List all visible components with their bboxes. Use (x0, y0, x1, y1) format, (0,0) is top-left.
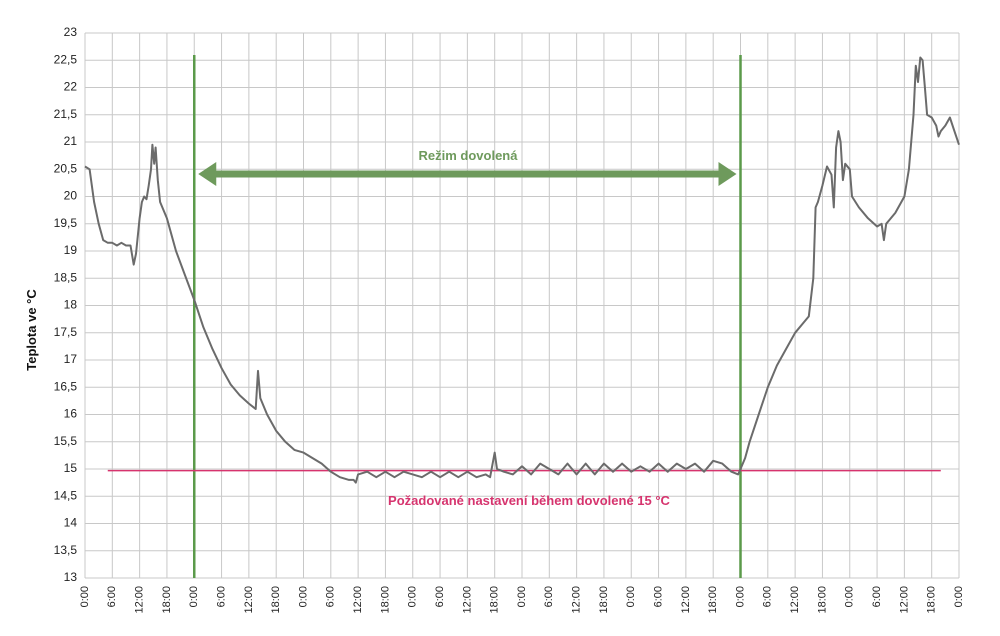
x-tick-label: 18:00 (816, 586, 828, 614)
x-tick-label: 12:00 (461, 586, 473, 614)
x-tick-label: 6:00 (653, 586, 665, 607)
y-tick-label: 17,5 (54, 325, 78, 339)
x-tick-label: 0:00 (407, 586, 419, 607)
y-tick-label: 13,5 (54, 543, 78, 557)
x-tick-label: 18:00 (379, 586, 391, 614)
vacation-arrow-layer (198, 162, 737, 186)
vacation-mode-label: Režim dovolená (419, 148, 519, 163)
y-axis-ticks: 13 13,5 14 14,5 15 15,5 16 16,5 17 17,5 18 18,5 19 19… (54, 25, 78, 584)
y-tick-label: 16 (64, 407, 78, 421)
x-tick-label: 12:00 (898, 586, 910, 614)
x-tick-label: 18:00 (598, 586, 610, 614)
y-tick-label: 23 (64, 25, 78, 39)
x-tick-label: 12:00 (243, 586, 255, 614)
x-tick-label: 6:00 (434, 586, 446, 607)
x-tick-label: 0:00 (953, 586, 965, 607)
x-tick-label: 18:00 (926, 586, 938, 614)
x-axis-ticks: 0:00 6:00 12:00 18:00 0:00 6:00 12:00 18:00 0:00… (79, 586, 965, 614)
x-tick-label: 12:00 (680, 586, 692, 614)
x-tick-label: 12:00 (789, 586, 801, 614)
x-tick-label: 6:00 (106, 586, 118, 607)
y-tick-label: 18,5 (54, 270, 78, 284)
y-tick-label: 21,5 (54, 107, 78, 121)
x-tick-label: 0:00 (297, 586, 309, 607)
x-tick-label: 0:00 (844, 586, 856, 607)
x-tick-label: 6:00 (871, 586, 883, 607)
y-tick-label: 15 (64, 461, 78, 475)
x-tick-label: 0:00 (625, 586, 637, 607)
x-tick-label: 12:00 (571, 586, 583, 614)
y-tick-label: 20 (64, 189, 78, 203)
x-tick-label: 18:00 (270, 586, 282, 614)
vacation-arrow-left-head (198, 162, 217, 186)
y-tick-label: 21 (64, 134, 78, 148)
x-tick-label: 0:00 (79, 586, 91, 607)
x-tick-label: 0:00 (516, 586, 528, 607)
x-tick-label: 12:00 (134, 586, 146, 614)
x-tick-label: 18:00 (489, 586, 501, 614)
grid-layer (84, 32, 960, 579)
y-tick-label: 15,5 (54, 434, 78, 448)
vacation-markers (193, 55, 742, 578)
y-tick-label: 22,5 (54, 52, 78, 66)
y-tick-label: 13 (64, 570, 78, 584)
x-tick-label: 6:00 (762, 586, 774, 607)
x-tick-label: 18:00 (707, 586, 719, 614)
y-tick-label: 17 (64, 352, 78, 366)
setpoint-label: Požadované nastavení během dovolené 15 °… (388, 493, 671, 508)
x-tick-label: 6:00 (543, 586, 555, 607)
series-layer (84, 56, 960, 484)
y-tick-label: 18 (64, 298, 78, 312)
y-tick-label: 14 (64, 516, 78, 530)
vacation-arrow-right-head (718, 162, 737, 186)
y-axis-label: Teplota ve °C (24, 289, 39, 371)
y-tick-label: 19 (64, 243, 78, 257)
y-tick-label: 19,5 (54, 216, 78, 230)
x-tick-label: 0:00 (734, 586, 746, 607)
x-tick-label: 18:00 (161, 586, 173, 614)
y-tick-label: 20,5 (54, 161, 78, 175)
y-tick-label: 14,5 (54, 488, 78, 502)
x-tick-label: 12:00 (352, 586, 364, 614)
temperature-series-line (84, 56, 960, 484)
x-tick-label: 6:00 (216, 586, 228, 607)
x-tick-label: 6:00 (325, 586, 337, 607)
y-tick-label: 22 (64, 80, 78, 94)
x-tick-label: 0:00 (188, 586, 200, 607)
y-tick-label: 16,5 (54, 379, 78, 393)
